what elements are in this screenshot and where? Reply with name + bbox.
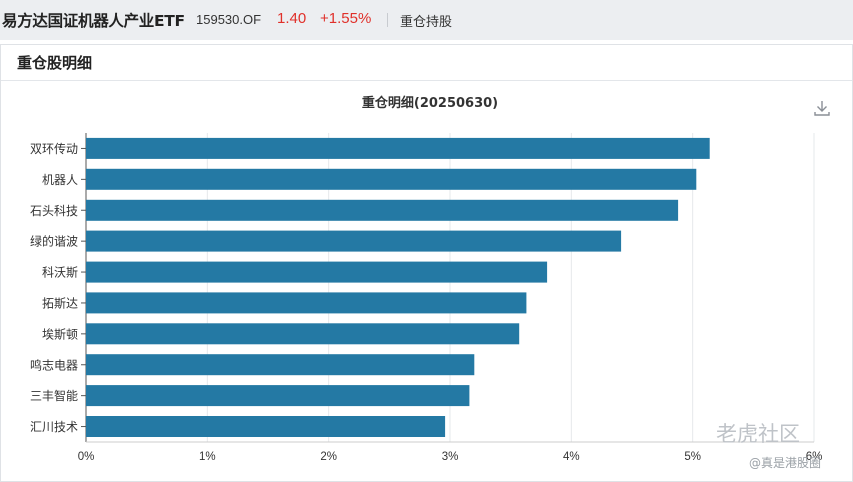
y-tick-label: 机器人 [42,173,78,187]
y-tick-label: 石头科技 [30,204,78,218]
fund-header-bar: 易方达国证机器人产业ETF 159530.OF 1.40 +1.55% 重仓持股 [0,0,853,40]
y-tick-label: 科沃斯 [42,266,78,280]
bar[interactable] [86,385,470,407]
chart-title: 重仓明细(20250630) [362,95,498,111]
x-tick-label: 0% [78,451,95,463]
bar[interactable] [86,168,697,190]
chart-bars [86,137,710,437]
fund-change-pct: +1.55% [320,10,372,27]
panel-divider [1,80,852,81]
download-icon[interactable] [812,98,832,118]
y-tick-label: 三丰智能 [30,388,78,403]
bar[interactable] [86,199,679,221]
y-tick-label: 鸣志电器 [30,357,78,372]
bar[interactable] [86,230,622,252]
x-tick-label: 5% [684,451,701,463]
watermark-user: @真是港股圈 [749,456,822,470]
fund-price: 1.40 [277,10,307,27]
y-tick-label: 汇川技术 [30,420,78,434]
watermark-brand: 老虎社区 [716,422,800,446]
x-tick-label: 3% [442,451,459,463]
bar[interactable] [86,354,475,376]
bar[interactable] [86,292,527,314]
bar[interactable] [86,137,710,159]
download-icon-glyph [814,101,830,116]
bar[interactable] [86,261,548,283]
tab-holdings[interactable]: 重仓持股 [400,15,453,30]
x-tick-label: 1% [199,451,216,463]
fund-name: 易方达国证机器人产业ETF [2,12,185,30]
y-tick-label: 双环传动 [30,141,78,156]
bar[interactable] [86,323,520,345]
bar[interactable] [86,416,446,437]
x-tick-label: 2% [320,451,337,463]
x-tick-label: 6% [806,451,823,463]
y-tick-label: 绿的谐波 [30,234,78,249]
x-tick-label: 4% [563,451,580,463]
panel-title: 重仓股明细 [17,54,93,72]
y-tick-label: 埃斯顿 [42,327,78,341]
chart-x-labels: 0% 1% 2% 3% 4% 5% 6% [78,451,823,463]
y-tick-label: 拓斯达 [42,296,78,310]
header-divider [387,13,388,27]
fund-code: 159530.OF [196,12,262,27]
